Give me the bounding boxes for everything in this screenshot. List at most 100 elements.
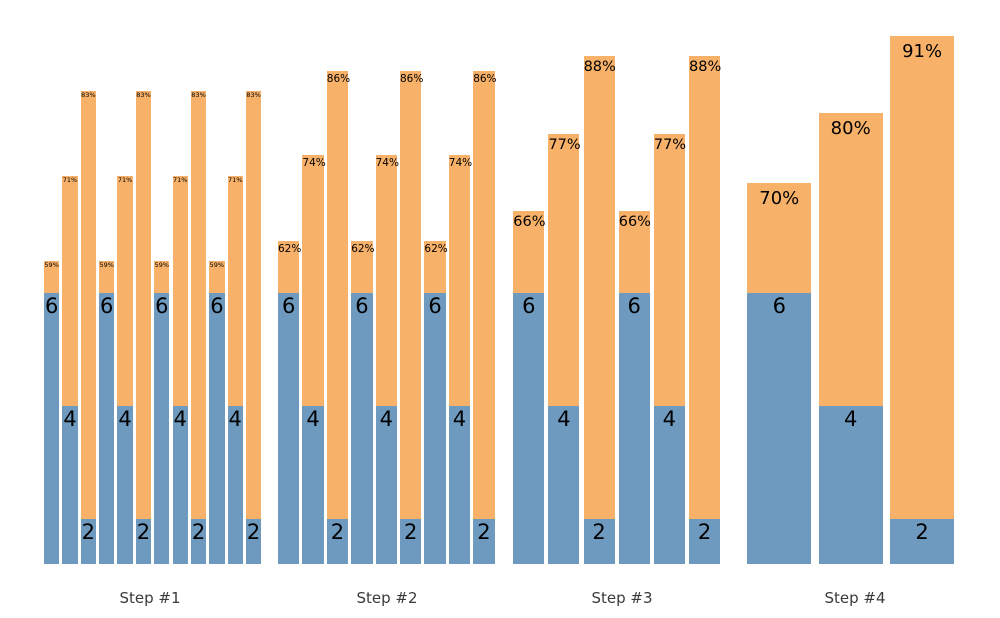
bar-pct-label: 66% bbox=[618, 213, 651, 230]
bar-value-label: 6 bbox=[282, 294, 296, 318]
bar-value-label: 6 bbox=[44, 294, 59, 318]
bar-blue-segment: 2 bbox=[583, 518, 615, 564]
bar: 66% 6 bbox=[513, 210, 546, 564]
bar: 71% 4 bbox=[227, 176, 243, 564]
bar-blue-segment: 6 bbox=[278, 293, 300, 564]
bar-blue-segment: 2 bbox=[326, 518, 349, 564]
bar: 83% 2 bbox=[245, 91, 262, 564]
bar-blue-segment: 6 bbox=[44, 293, 60, 564]
bar: 77% 4 bbox=[653, 134, 687, 564]
bar-value-label: 4 bbox=[173, 407, 187, 431]
bar-blue-segment: 6 bbox=[747, 293, 812, 564]
bar-value-label: 2 bbox=[81, 519, 96, 544]
bar: 88% 2 bbox=[689, 56, 722, 564]
bar-pct-label: 71% bbox=[228, 176, 243, 184]
bar-pct-label: 77% bbox=[653, 137, 687, 153]
bar-value-label: 2 bbox=[136, 519, 151, 544]
bar-value-label: 6 bbox=[210, 294, 224, 318]
bar-pct-label: 59% bbox=[44, 260, 59, 269]
bar-value-label: 4 bbox=[844, 407, 858, 431]
step-label: Step #3 bbox=[591, 589, 653, 607]
bar: 86% 2 bbox=[400, 70, 423, 564]
bar-pct-label: 74% bbox=[448, 157, 473, 169]
bar-pct-label: 77% bbox=[548, 137, 581, 153]
bar-value-label: 2 bbox=[915, 519, 929, 544]
bar-blue-segment: 4 bbox=[227, 406, 243, 564]
bar: 74% 4 bbox=[302, 155, 326, 564]
bar-pct-label: 71% bbox=[62, 176, 78, 184]
bar: 71% 4 bbox=[172, 176, 188, 564]
bar-value-label: 6 bbox=[522, 294, 536, 318]
bar-blue-segment: 6 bbox=[209, 293, 225, 564]
bar-blue-segment: 4 bbox=[62, 406, 78, 564]
bar-pct-label: 71% bbox=[117, 176, 133, 184]
bar-pct-label: 74% bbox=[375, 157, 399, 169]
bar-pct-label: 88% bbox=[583, 59, 616, 75]
bar-blue-segment: 6 bbox=[513, 293, 545, 564]
bar-blue-segment: 2 bbox=[890, 518, 955, 564]
bar: 86% 2 bbox=[473, 70, 497, 564]
bar-pct-label: 74% bbox=[302, 157, 326, 169]
bar-blue-segment: 6 bbox=[99, 293, 115, 564]
bar-pct-label: 86% bbox=[473, 72, 497, 85]
bar-pct-label: 83% bbox=[81, 91, 96, 99]
bar-pct-label: 91% bbox=[902, 40, 943, 62]
step-label: Step #1 bbox=[119, 589, 181, 607]
bar-blue-segment: 4 bbox=[375, 406, 397, 564]
bar-blue-segment: 2 bbox=[135, 518, 152, 564]
bar: 88% 2 bbox=[583, 56, 616, 564]
bar-value-label: 4 bbox=[662, 407, 677, 431]
bar-pct-label: 62% bbox=[424, 242, 448, 255]
bar-blue-segment: 2 bbox=[473, 518, 495, 564]
bar-pct-label: 83% bbox=[191, 91, 206, 99]
bar: 70% 6 bbox=[747, 183, 812, 564]
bar-blue-segment: 4 bbox=[548, 406, 580, 564]
bar-pct-label: 70% bbox=[759, 188, 800, 209]
bar-pct-label: 83% bbox=[136, 91, 151, 99]
bar-value-label: 6 bbox=[627, 294, 641, 318]
bar: 74% 4 bbox=[448, 155, 473, 564]
bar-value-label: 4 bbox=[306, 407, 320, 431]
bar-value-label: 4 bbox=[379, 407, 393, 431]
bar: 83% 2 bbox=[190, 91, 207, 564]
bar-pct-label: 88% bbox=[689, 59, 722, 75]
bar-value-label: 4 bbox=[557, 407, 571, 431]
step-label: Step #2 bbox=[356, 589, 418, 607]
bar: 59% 6 bbox=[44, 260, 60, 564]
bar-value-label: 2 bbox=[592, 519, 606, 544]
bar-value-label: 2 bbox=[404, 519, 418, 544]
bar-blue-segment: 6 bbox=[424, 293, 446, 564]
bar-value-label: 6 bbox=[428, 294, 442, 318]
bar-pct-label: 59% bbox=[99, 260, 114, 269]
bar-value-label: 2 bbox=[477, 519, 491, 544]
bar-value-label: 2 bbox=[191, 519, 206, 544]
bar-blue-segment: 6 bbox=[351, 293, 373, 564]
bar: 62% 6 bbox=[278, 240, 301, 564]
bar-pct-label: 71% bbox=[172, 176, 188, 184]
bar: 66% 6 bbox=[618, 210, 651, 564]
bar-blue-segment: 6 bbox=[154, 293, 170, 564]
bar-blue-segment: 6 bbox=[618, 293, 650, 564]
bar-blue-segment: 4 bbox=[448, 406, 471, 564]
bar-pct-label: 86% bbox=[326, 72, 351, 85]
bar-value-label: 6 bbox=[772, 294, 786, 318]
bar-pct-label: 80% bbox=[830, 117, 871, 139]
bar: 62% 6 bbox=[351, 240, 375, 564]
bar-blue-segment: 4 bbox=[172, 406, 188, 564]
bar-blue-segment: 4 bbox=[302, 406, 324, 564]
bar: 77% 4 bbox=[548, 134, 581, 564]
bar: 74% 4 bbox=[375, 155, 399, 564]
bar-blue-segment: 4 bbox=[818, 406, 883, 564]
bar: 80% 4 bbox=[818, 112, 883, 564]
bar-value-label: 4 bbox=[63, 407, 77, 431]
bar-value-label: 4 bbox=[228, 407, 242, 431]
bar: 83% 2 bbox=[80, 91, 97, 564]
bar: 71% 4 bbox=[117, 176, 133, 564]
bar-value-label: 2 bbox=[330, 519, 345, 544]
bar-blue-segment: 4 bbox=[653, 406, 685, 564]
bar: 59% 6 bbox=[209, 260, 225, 564]
bar-blue-segment: 2 bbox=[80, 518, 97, 564]
bar: 71% 4 bbox=[62, 176, 78, 564]
